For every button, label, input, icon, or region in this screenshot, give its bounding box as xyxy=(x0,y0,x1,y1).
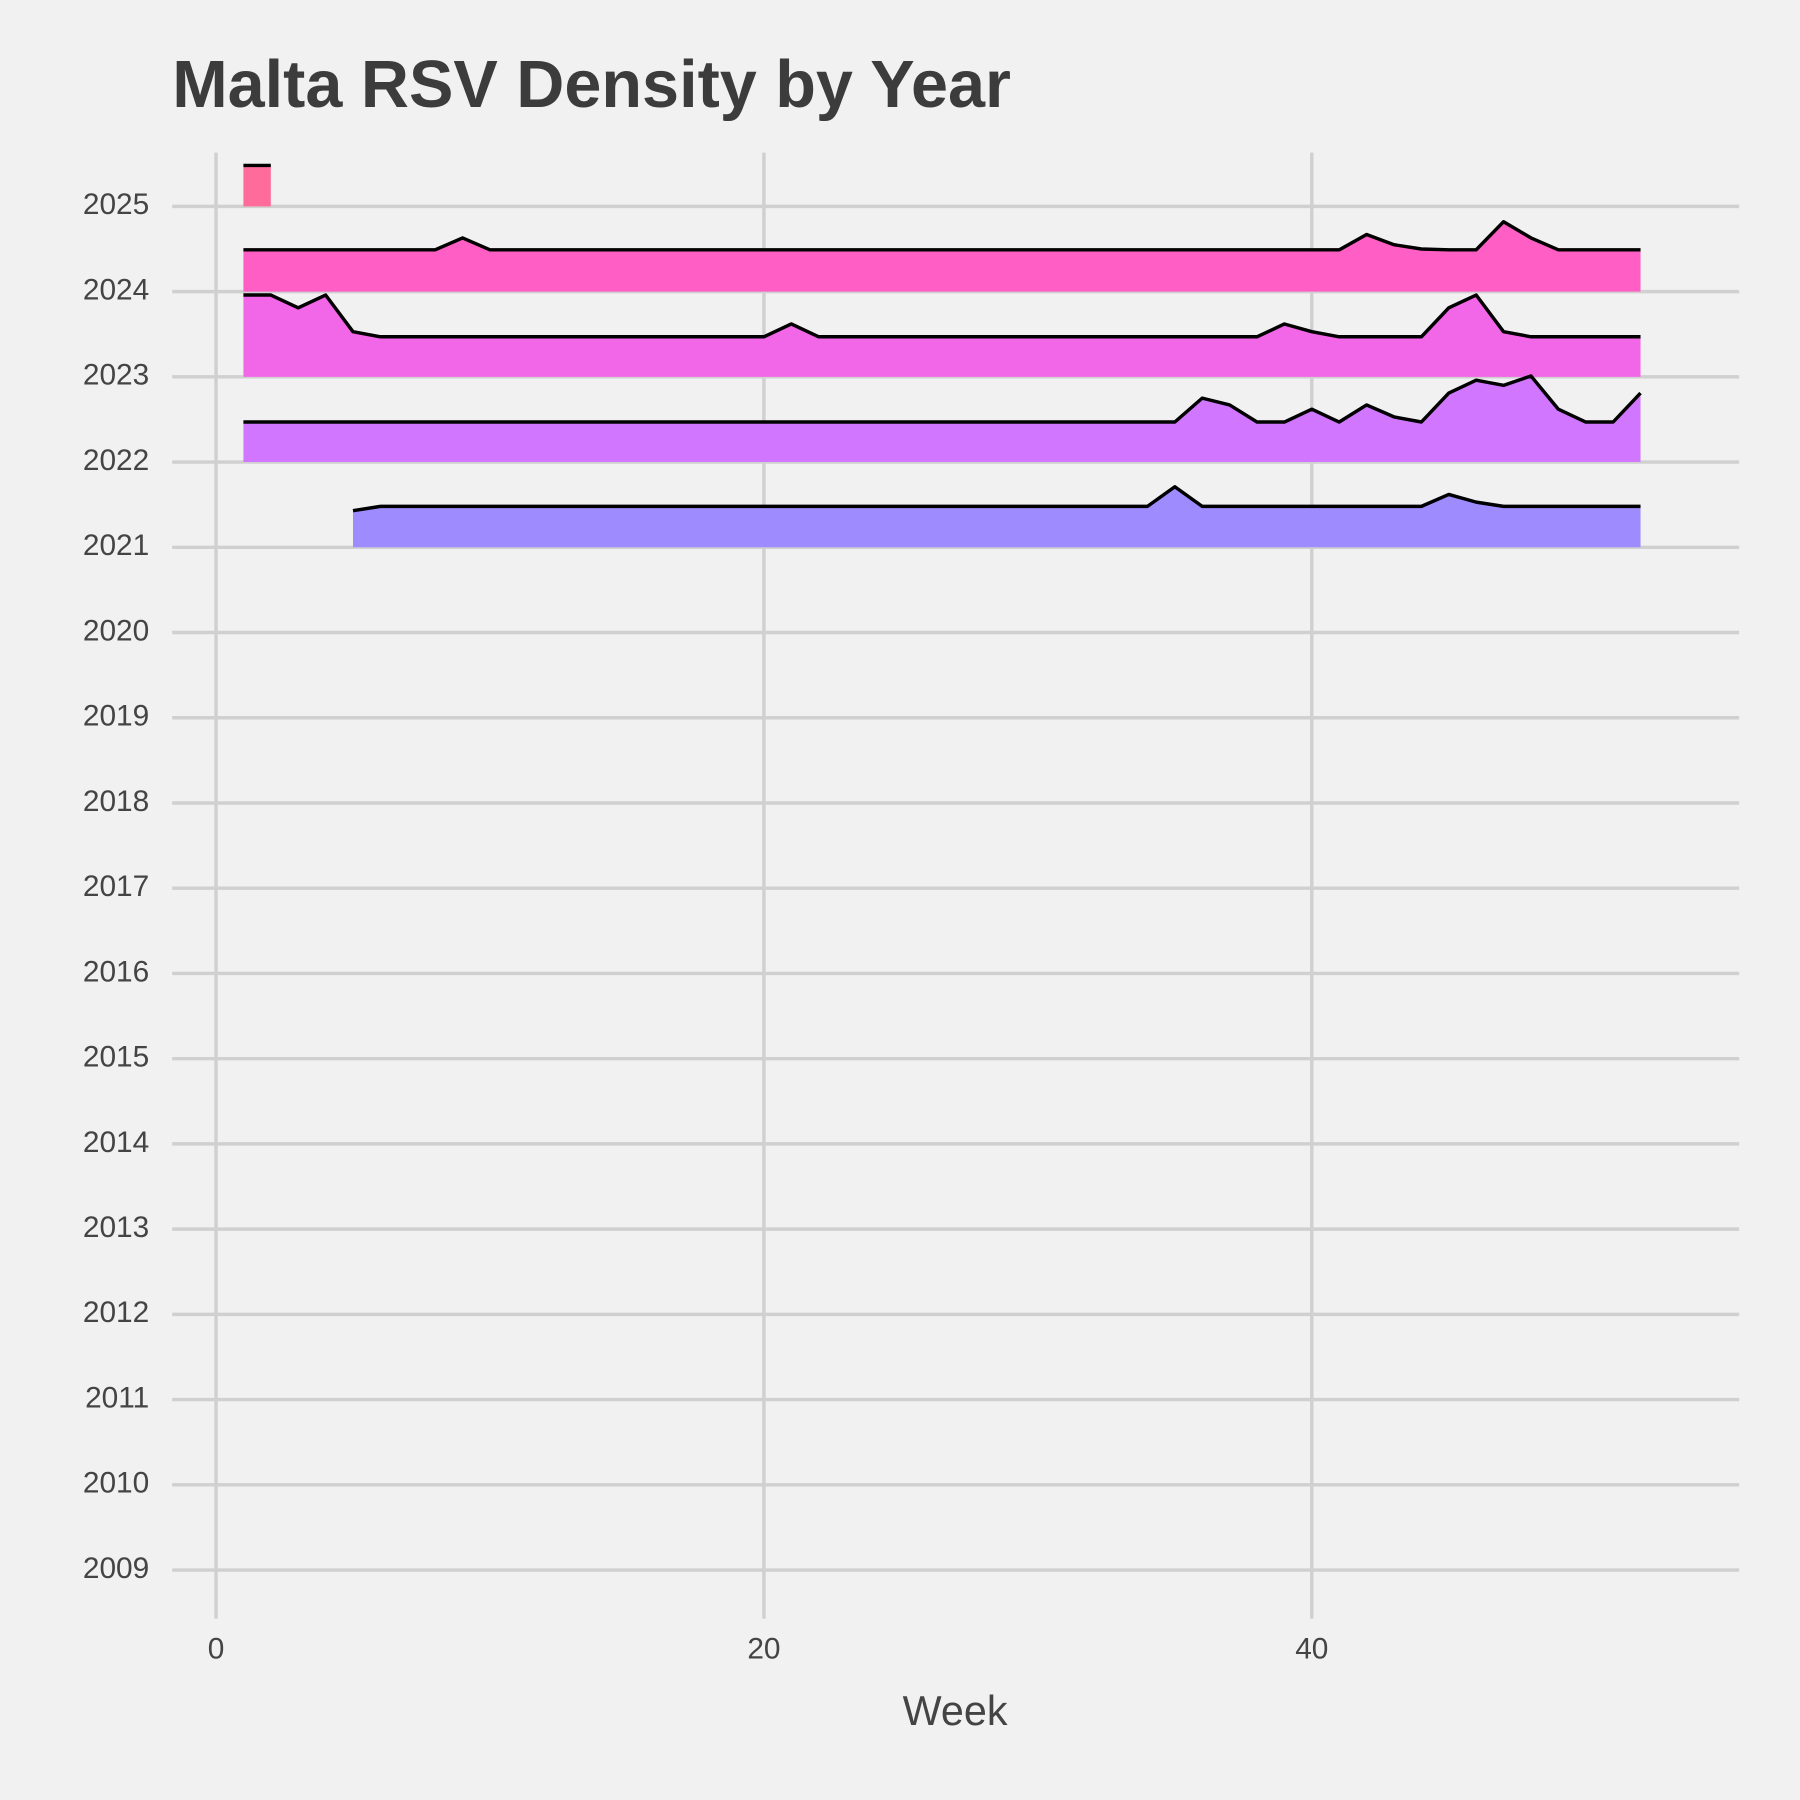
x-tick-label: 40 xyxy=(1295,1633,1328,1666)
y-tick-label: 2010 xyxy=(83,1467,149,1500)
ridge-line xyxy=(243,374,1642,424)
ridge-area xyxy=(243,165,271,207)
y-tick-label: 2015 xyxy=(83,1041,149,1074)
y-tick-label: 2013 xyxy=(83,1211,149,1244)
y-tick-label: 2020 xyxy=(83,614,149,647)
ridge-line xyxy=(352,485,1641,513)
y-tick-label: 2017 xyxy=(83,870,149,903)
y-tick-label: 2024 xyxy=(83,273,149,306)
y-tick-label: 2025 xyxy=(83,188,149,221)
ridge-area xyxy=(352,486,1641,548)
y-tick-label: 2009 xyxy=(83,1552,149,1585)
y-tick-label: 2021 xyxy=(83,529,149,562)
ridge-area xyxy=(243,295,1641,377)
x-tick-label: 20 xyxy=(747,1633,780,1666)
y-tick-label: 2023 xyxy=(83,359,149,392)
y-tick-label: 2022 xyxy=(83,444,149,477)
chart-title: Malta RSV Density by Year xyxy=(172,48,1011,122)
y-tick-label: 2019 xyxy=(83,700,149,733)
y-tick-label: 2012 xyxy=(83,1296,149,1329)
y-tick-label: 2014 xyxy=(83,1126,149,1159)
y-tick-label: 2016 xyxy=(83,955,149,988)
x-axis-label: Week xyxy=(903,1688,1008,1734)
y-tick-label: 2011 xyxy=(85,1381,149,1414)
ridge-area xyxy=(243,375,1641,463)
ridge-area xyxy=(243,221,1641,292)
y-tick-label: 2018 xyxy=(83,785,149,818)
ridge-line xyxy=(243,293,1641,339)
ridge-line xyxy=(243,219,1641,252)
x-tick-label: 0 xyxy=(208,1633,225,1666)
